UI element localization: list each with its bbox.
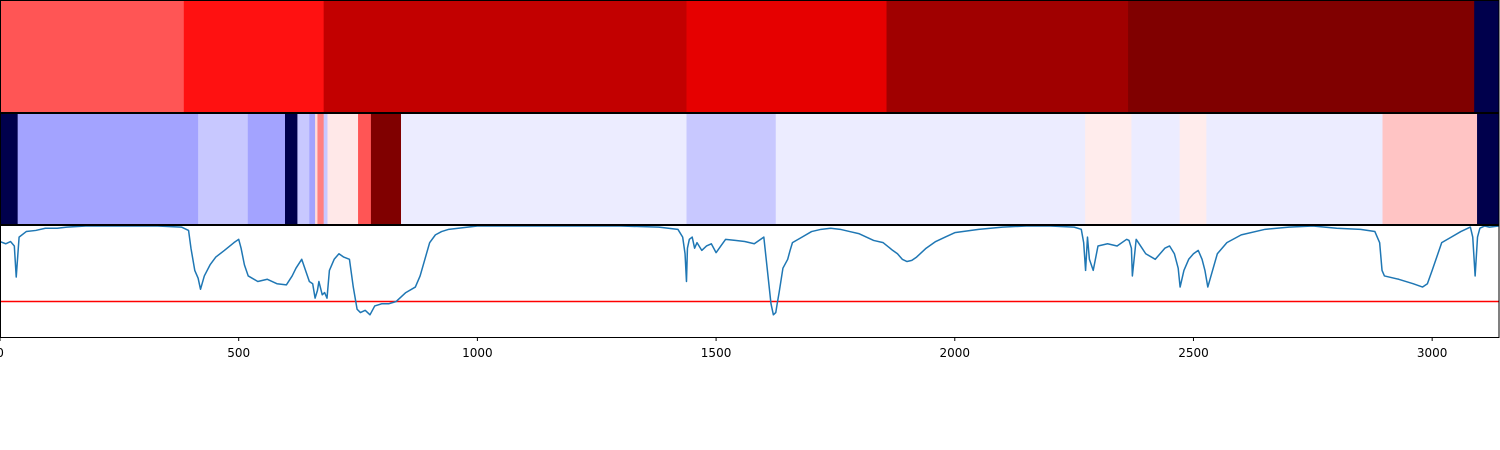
heatmap-segment: [775, 114, 1086, 224]
x-tick-label: 3000: [1417, 346, 1448, 360]
heatmap-segment: [1382, 114, 1478, 224]
panel-frame: [0, 225, 1500, 338]
x-tick-label: 1500: [701, 346, 732, 360]
heatmap-segment: [1206, 114, 1384, 224]
x-axis: 0 500 1000 1500 2000 2500 3000: [0, 337, 1447, 360]
heatmap-segment: [686, 1, 888, 112]
heatmap-row-top: [0, 1, 1500, 112]
heatmap-segment: [1131, 114, 1181, 224]
heatmap-segment: [1474, 1, 1500, 112]
heatmap-segment: [0, 1, 185, 112]
heatmap-segment: [0, 114, 19, 224]
heatmap-segment: [309, 114, 316, 224]
line-panel-background: [0, 226, 1499, 337]
heatmap-segment: [1128, 1, 1475, 112]
panel-frame: [0, 113, 1500, 225]
heatmap-segment: [1477, 114, 1500, 224]
heatmap-segment: [297, 114, 310, 224]
line-panel: [0, 226, 1499, 337]
heatmap-segment: [401, 114, 687, 224]
heatmap-segment: [358, 114, 372, 224]
heatmap-segment: [17, 114, 199, 224]
series-line: [0, 226, 1499, 316]
heatmap-segment: [317, 114, 325, 224]
heatmap-segment: [370, 114, 402, 224]
x-tick-label: 0: [0, 346, 4, 360]
heatmap-segment: [327, 114, 359, 224]
heatmap-segment: [323, 114, 328, 224]
heatmap-segment: [198, 114, 249, 224]
heatmap-segment: [886, 1, 1129, 112]
x-tick-label: 2000: [940, 346, 971, 360]
heatmap-row-middle: [0, 114, 1500, 224]
heatmap-segment: [315, 114, 318, 224]
heatmap-segment: [686, 114, 777, 224]
heatmap-segment: [247, 114, 286, 224]
panel-frames: [0, 0, 1500, 338]
heatmap-segment: [285, 114, 298, 224]
heatmap-segment: [1179, 114, 1207, 224]
heatmap-segment: [1085, 114, 1132, 224]
heatmap-segment: [323, 1, 687, 112]
x-tick-label: 2500: [1178, 346, 1209, 360]
panel-frame: [0, 0, 1500, 113]
heatmap-segment: [183, 1, 325, 112]
x-tick-label: 500: [227, 346, 250, 360]
x-tick-label: 1000: [462, 346, 493, 360]
